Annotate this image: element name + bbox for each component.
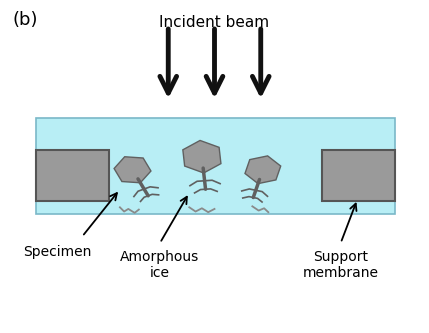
Bar [36,150,109,201]
Bar [36,118,395,214]
Text: Incident beam: Incident beam [160,15,269,30]
Text: (b): (b) [13,11,38,30]
Polygon shape [114,157,151,183]
Text: Support
membrane: Support membrane [302,250,379,280]
Polygon shape [183,141,221,173]
Text: Amorphous
ice: Amorphous ice [120,250,199,280]
Bar [322,150,395,201]
Polygon shape [245,156,281,183]
Text: Specimen: Specimen [23,245,91,259]
